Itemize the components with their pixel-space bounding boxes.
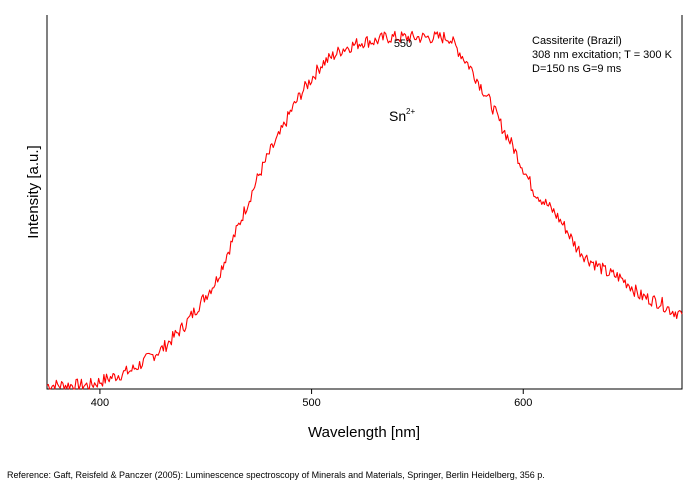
- y-axis-title: Intensity [a.u.]: [25, 145, 42, 238]
- plot-area: 400 500 600: [46, 15, 683, 409]
- x-tick-label: 500: [302, 397, 320, 409]
- ion-charge: 2+: [406, 107, 415, 116]
- plot-frame: [46, 15, 683, 390]
- info-line-1: Cassiterite (Brazil): [532, 35, 622, 47]
- x-ticks: 400 500 600: [91, 389, 532, 409]
- ion-symbol: Sn: [389, 108, 406, 124]
- info-line-2: 308 nm excitation; T = 300 K: [532, 49, 673, 61]
- x-tick-label: 400: [91, 397, 109, 409]
- reference-note: Reference: Gaft, Reisfeld & Panczer (200…: [7, 470, 545, 480]
- info-line-3: D=150 ns G=9 ms: [532, 63, 622, 75]
- series-line: [46, 30, 683, 390]
- ion-label: Sn: [389, 108, 406, 124]
- peak-label: 550: [394, 38, 412, 50]
- x-axis-title: Wavelength [nm]: [308, 424, 420, 441]
- x-tick-label: 600: [514, 397, 532, 409]
